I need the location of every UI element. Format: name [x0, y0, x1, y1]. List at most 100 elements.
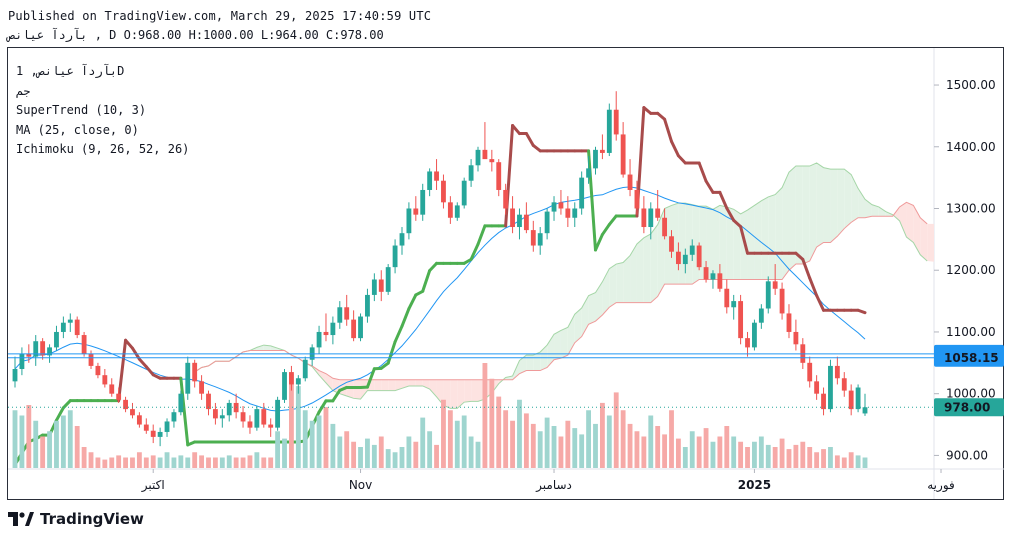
candle-body [302, 359, 308, 379]
candle-body [461, 180, 467, 206]
volume-bar [655, 426, 661, 468]
volume-bar [26, 405, 32, 468]
candle-body [351, 319, 357, 339]
candle-body [192, 362, 198, 382]
candle-body [171, 412, 177, 422]
volume-bar [689, 431, 695, 468]
volume-bar [517, 399, 522, 468]
legend-supertrend[interactable]: SuperTrend (10, 3) [16, 103, 147, 117]
candle-body [807, 362, 813, 382]
candle-body [33, 341, 39, 357]
supertrend-segment [393, 324, 404, 344]
legend-ma[interactable]: MA (25, close, 0) [16, 122, 139, 137]
candle-body [793, 331, 799, 345]
volume-bar [254, 452, 260, 468]
candle-body [143, 424, 149, 431]
supertrend-segment [179, 376, 190, 447]
candle-body [482, 149, 488, 160]
ichimoku-cloud-segment [436, 379, 444, 406]
candle-body [710, 273, 716, 280]
volume-bar [60, 415, 66, 468]
candle-body [282, 372, 287, 400]
ichimoku-cloud-segment [630, 243, 637, 303]
candle-body [786, 313, 792, 332]
supertrend-segment [137, 357, 148, 369]
y-tick-label: 1000.00 [946, 387, 996, 401]
volume-bar [109, 457, 115, 468]
candle-body [226, 402, 232, 416]
volume-bar [544, 417, 550, 468]
legend-ichimoku[interactable]: Ichimoku (9, 26, 52, 26) [16, 142, 190, 156]
ichimoku-cloud-segment [325, 373, 333, 391]
legend-symbol[interactable]: بآردآ عیانص, 1D [16, 64, 125, 78]
tradingview-brand[interactable]: TradingView [8, 510, 144, 528]
supertrend-segment [607, 214, 618, 227]
candlestick-chart[interactable]: 1500.00 1400.00 1300.00 1200.00 1100.00 1000.… [8, 48, 1004, 499]
ichimoku-cloud-segment [381, 379, 389, 391]
candle-body [371, 279, 377, 295]
candle-body [862, 407, 868, 414]
volume-bar [572, 428, 578, 468]
candle-body [19, 353, 25, 369]
supertrend-segment [697, 161, 708, 183]
volume-bar [475, 441, 481, 468]
candle-body [627, 174, 633, 190]
candle-body [67, 319, 73, 323]
candle-body [178, 393, 184, 413]
ohlc-line: بآردآ عیانص , D O:968.00 H:1000.00 L:964… [8, 28, 384, 42]
ichimoku-cloud-segment [692, 204, 700, 285]
supertrend-segment [676, 154, 687, 165]
supertrend-segment [801, 257, 812, 280]
volume-bar [441, 399, 446, 468]
volume-bar [302, 410, 308, 468]
volume-bar [731, 436, 737, 468]
candle-body [613, 109, 619, 135]
candle-body [510, 208, 515, 228]
volume-bar [316, 415, 322, 468]
supertrend-segment [725, 206, 736, 222]
ichimoku-cloud-segment [602, 268, 610, 315]
volume-bar [675, 438, 681, 468]
volume-bar [102, 459, 108, 468]
candle-body [185, 362, 191, 394]
candle-body [88, 353, 94, 366]
volume-bar [427, 431, 433, 468]
supertrend-segment [144, 365, 155, 377]
candle-body [268, 424, 274, 428]
ichimoku-cloud-segment [616, 262, 624, 303]
candle-body [717, 273, 723, 289]
candle-body [537, 233, 543, 246]
volume-bar [752, 441, 757, 468]
supertrend-segment [732, 218, 743, 229]
ichimoku-cloud-segment [706, 206, 713, 280]
brand-name: TradingView [40, 510, 144, 528]
candle-body [323, 331, 329, 336]
candle-body [199, 381, 205, 394]
ichimoku-cloud-segment [788, 166, 796, 271]
volume-bar [74, 426, 80, 468]
ichimoku-cloud-segment [636, 237, 644, 303]
volume-bar [130, 457, 135, 468]
volume-bar [593, 423, 598, 468]
supertrend-segment [117, 338, 128, 403]
ichimoku-cloud-segment [871, 204, 879, 217]
supertrend-segment [739, 225, 750, 255]
candle-body [765, 281, 771, 309]
x-tick-label: Nov [349, 478, 372, 492]
candle-body [696, 245, 702, 268]
candle-body [489, 159, 495, 163]
volume-bar [19, 415, 25, 468]
candle-body [206, 393, 211, 410]
volume-bar [371, 444, 377, 468]
volume-bar [758, 436, 764, 468]
candle-body [212, 409, 218, 419]
candle-body [54, 331, 59, 348]
volume-bar [503, 410, 509, 468]
volume-bar [641, 436, 647, 468]
candle-body [378, 279, 384, 292]
candle-body [385, 267, 391, 292]
candle-body [157, 431, 163, 437]
candle-body [399, 233, 405, 246]
volume-bar [123, 457, 128, 468]
ichimoku-cloud-segment [408, 379, 416, 386]
